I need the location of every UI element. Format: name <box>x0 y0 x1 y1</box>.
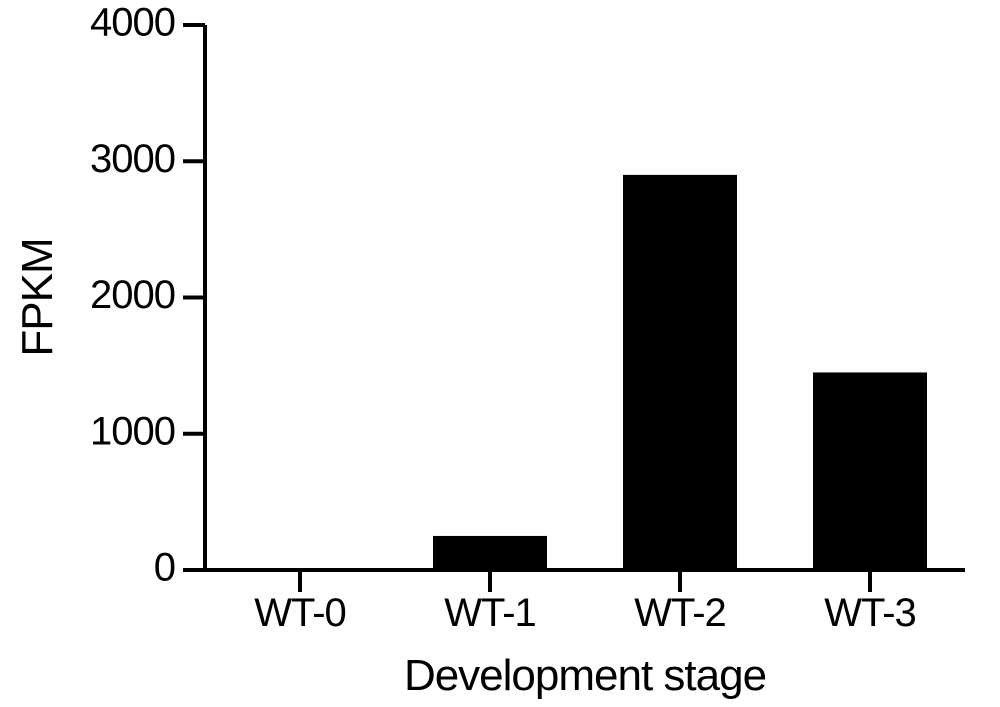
fpkm-bar-chart: 0 1000 2000 3000 4000 WT-0 WT-1 WT-2 WT-3 FPKM Dev… <box>0 0 1000 707</box>
bar-WT-1 <box>433 536 547 570</box>
ytick-label: 2000 <box>90 273 175 317</box>
ytick-label: 0 <box>154 546 175 590</box>
x-axis-label: Development stage <box>404 651 766 700</box>
ytick-label: 1000 <box>90 409 175 453</box>
chart-svg: 0 1000 2000 3000 4000 WT-0 WT-1 WT-2 WT-3 FPKM Dev… <box>0 0 1000 707</box>
xtick-label: WT-3 <box>824 591 916 635</box>
xtick-label: WT-0 <box>254 591 346 635</box>
ytick-label: 3000 <box>90 137 175 181</box>
y-axis-label: FPKM <box>13 238 62 356</box>
bar-WT-3 <box>813 372 927 570</box>
ytick-label: 4000 <box>90 1 175 45</box>
xtick-label: WT-1 <box>444 591 536 635</box>
xtick-label: WT-2 <box>634 591 726 635</box>
bar-WT-2 <box>623 175 737 570</box>
